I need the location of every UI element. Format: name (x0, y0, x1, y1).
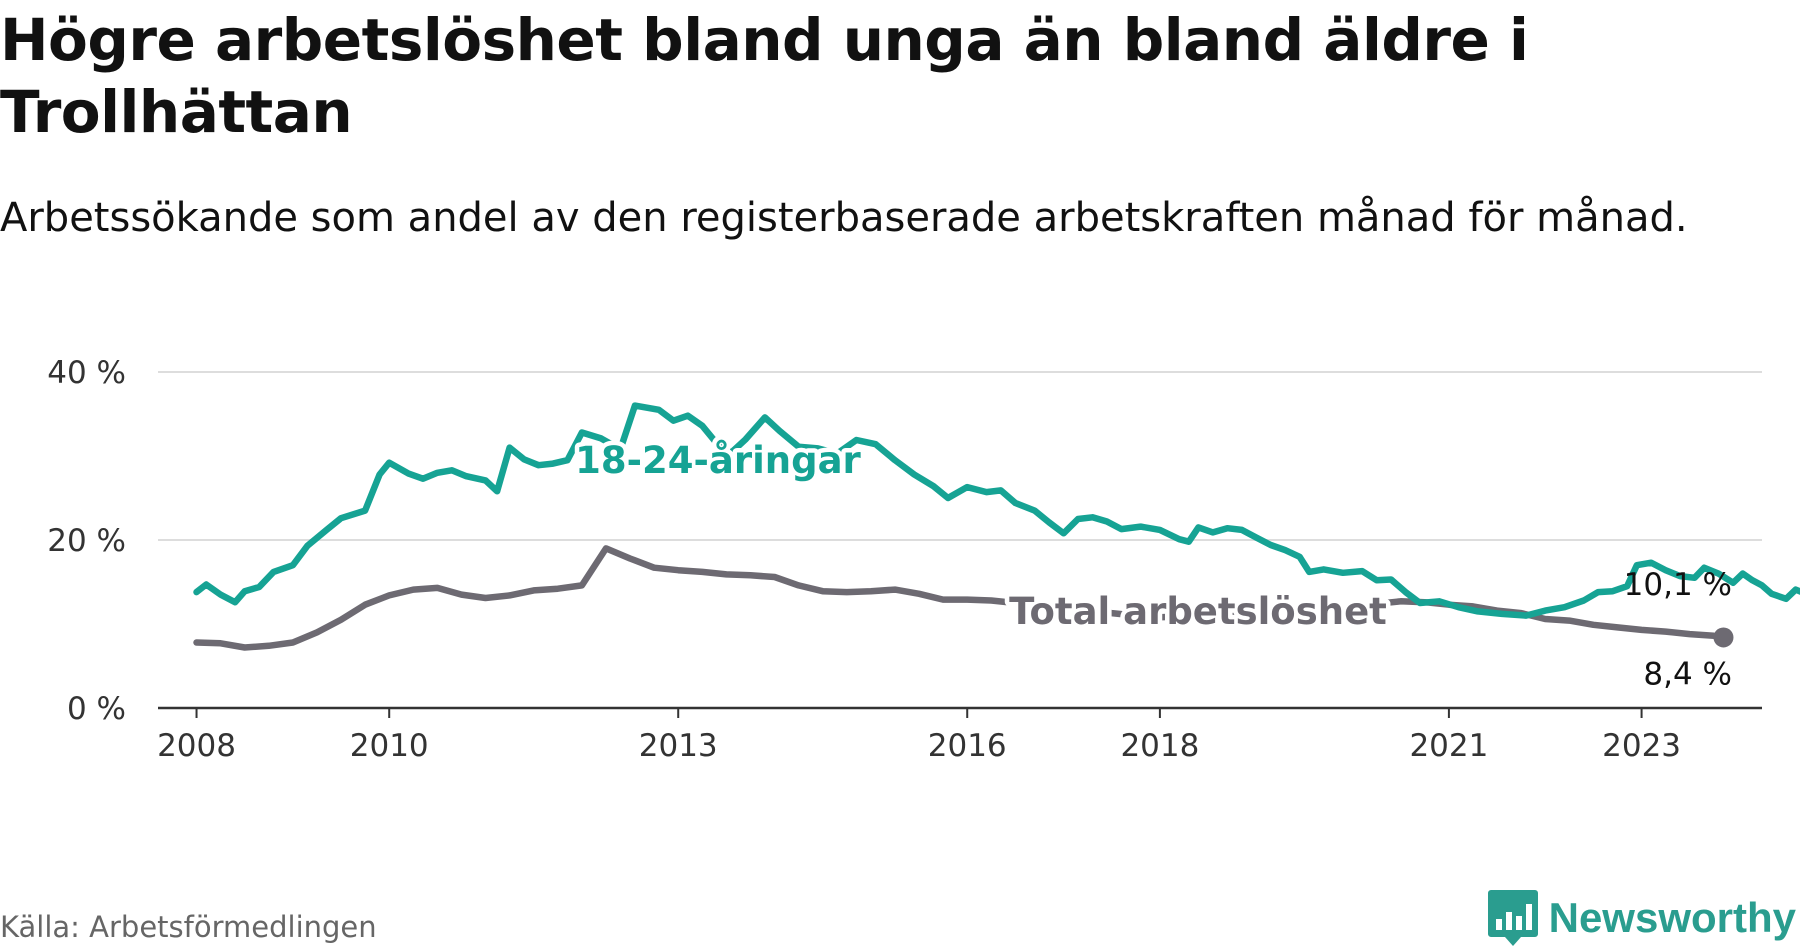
y-tick-label: 20 % (47, 523, 126, 559)
x-tick-label: 2021 (1409, 728, 1488, 764)
x-tick-label: 2018 (1120, 728, 1199, 764)
x-tick-label: 2013 (639, 728, 718, 764)
x-tick-label: 2023 (1602, 728, 1681, 764)
x-tick-label: 2010 (350, 728, 429, 764)
end-label-youth: 10,1 % (1624, 567, 1732, 603)
labels: 18-24-åringar Total arbetslöshet 10,1 % 8,4… (571, 434, 1732, 692)
line-chart: 0 %20 %40 %2008 2010 2013 2016 2018 2021 2023 … (47, 355, 1800, 764)
source-note: Källa: Arbetsförmedlingen (0, 910, 377, 944)
end-label-total: 8,4 % (1643, 656, 1732, 692)
chart-title: Högre arbetslöshet bland unga än bland ä… (0, 6, 1529, 146)
chart-subtitle: Arbetssökande som andel av den registerb… (0, 195, 1688, 241)
bar-chart-speech-bubble-icon (1487, 890, 1538, 946)
y-tick-label: 0 % (67, 691, 126, 727)
axes: 0 % 20 % 40 % 2008 2010 2013 2016 2018 2021 2023 (47, 355, 1762, 764)
x-tick-label: 2008 (157, 728, 236, 764)
grid-lines (158, 371, 1762, 541)
x-tick-label: 2016 (928, 728, 1007, 764)
y-tick-label: 40 % (47, 355, 126, 391)
series-line (193, 545, 1727, 651)
brand-logo: Newsworthy (1487, 888, 1796, 948)
brand-name: Newsworthy (1548, 894, 1796, 941)
series-line (193, 402, 1800, 619)
series-label-youth: 18-24-åringar (575, 439, 861, 482)
series (193, 402, 1800, 651)
series-end-marker (1713, 627, 1734, 648)
series-label-total: Total arbetslöshet (1009, 590, 1387, 633)
